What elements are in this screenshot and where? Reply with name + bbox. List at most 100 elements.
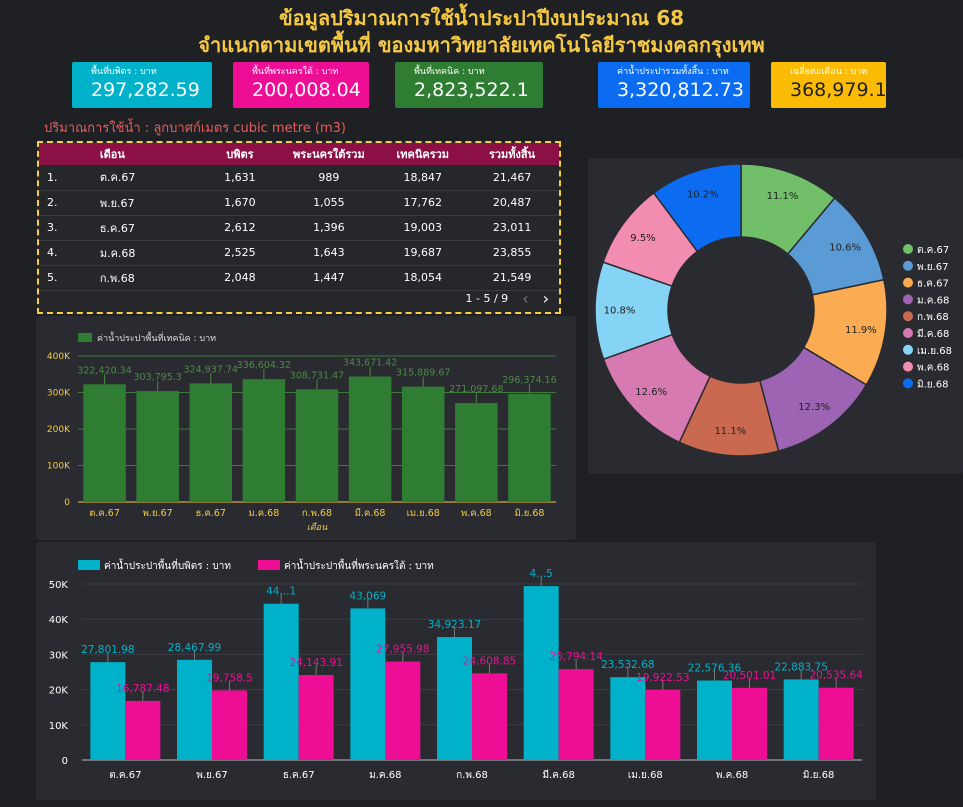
table-cell: 23,011: [492, 221, 532, 234]
table-cell: 17,762: [403, 196, 443, 209]
x-tick-label: ธ.ค.67: [196, 508, 226, 519]
legend-label: ม.ค.68: [917, 295, 949, 306]
table-row[interactable]: 1. ต.ค.67 1,631 989 18,847 21,467: [39, 165, 559, 190]
bar[interactable]: [523, 586, 559, 760]
bar[interactable]: [732, 687, 767, 760]
data-label: 336,604.32: [237, 360, 291, 371]
data-label: 4...5: [529, 568, 552, 580]
bar[interactable]: [348, 376, 392, 502]
table-header-technic[interactable]: เทคนิครวม: [396, 148, 450, 161]
table-cell: 1,447: [313, 271, 345, 284]
data-label: 25,794.14: [549, 651, 603, 663]
table-cell: 1,631: [224, 170, 256, 184]
y-tick-label: 100K: [47, 462, 71, 472]
y-tick-label: 20K: [49, 686, 69, 697]
data-label: 20,535.64: [809, 670, 863, 682]
y-tick-label: 0: [64, 498, 70, 508]
bar[interactable]: [783, 679, 819, 760]
x-tick-label: เม.ย.68: [407, 508, 440, 519]
bar[interactable]: [437, 637, 472, 760]
data-label: 343,671.42: [343, 358, 397, 369]
table-header-total[interactable]: รวมทั้งสิ้น: [488, 148, 536, 161]
data-label: 324,937.74: [184, 364, 238, 375]
x-axis-title: เดือน: [307, 522, 328, 533]
bar[interactable]: [177, 659, 212, 760]
bar[interactable]: [263, 603, 299, 760]
data-label: 27,955.98: [376, 644, 429, 656]
table-cell: 1.: [47, 170, 58, 184]
table-pagination: 1 - 5 / 9 ‹ ›: [466, 289, 549, 308]
bar[interactable]: [83, 384, 126, 502]
legend-label: พ.ค.68: [917, 363, 949, 374]
data-label: 24,143.91: [289, 657, 342, 669]
x-tick-label: เม.ย.68: [628, 770, 663, 781]
bar[interactable]: [558, 669, 594, 760]
kpi-value: 2,823,522.1: [414, 79, 529, 101]
data-label: 43,069: [349, 590, 386, 602]
bar[interactable]: [472, 673, 507, 760]
table-cell: 23,855: [492, 246, 532, 259]
bar[interactable]: [385, 661, 421, 760]
legend-label: ค่าน้ำประปาพื้นที่บพิตร : บาท: [104, 558, 231, 572]
slice-label: 10.8%: [604, 306, 636, 317]
table-cell: 21,467: [492, 170, 532, 184]
data-label: 16,787.48: [116, 683, 169, 695]
x-tick-label: มี.ค.68: [542, 769, 574, 781]
kpi-label: เฉลี่ยต่อเดือน : บาท: [790, 67, 868, 77]
bar[interactable]: [401, 386, 445, 502]
table-row[interactable]: 2. พ.ย.67 1,670 1,055 17,762 20,487: [39, 190, 559, 215]
bar[interactable]: [610, 677, 646, 760]
bar[interactable]: [242, 379, 286, 502]
slice-label: 10.6%: [829, 242, 861, 253]
table-row[interactable]: 4. ม.ค.68 2,525 1,643 19,687 23,855: [39, 240, 559, 265]
bar[interactable]: [508, 393, 551, 502]
area-compare-bar-chart: ค่าน้ำประปาพื้นที่บพิตร : บาท ค่าน้ำประปา…: [49, 558, 863, 781]
bar[interactable]: [818, 687, 854, 760]
bar[interactable]: [350, 608, 386, 760]
table-header-bophit[interactable]: บพิตร: [226, 148, 254, 161]
table-header-month[interactable]: เดือน: [99, 148, 125, 161]
data-label: 44,..1: [266, 586, 296, 598]
data-label: 28,467.99: [168, 642, 221, 654]
unit-caption: ปริมาณการใช้น้ำ : ลูกบาศก์เมตร cubic met…: [44, 121, 346, 136]
legend-marker: [903, 277, 913, 288]
kpi-label: พื้นที่บพิตร : บาท: [91, 67, 157, 77]
bar[interactable]: [298, 675, 334, 760]
next-page-icon[interactable]: ›: [542, 289, 549, 308]
table-cell: 2,525: [224, 246, 256, 259]
bar[interactable]: [697, 680, 732, 760]
legend-label: ค่าน้ำประปาพื้นที่เทคนิค : บาท: [97, 331, 216, 344]
bar[interactable]: [295, 389, 339, 502]
legend-marker: [903, 361, 913, 372]
table-row[interactable]: 3. ธ.ค.67 2,612 1,396 19,003 23,011: [39, 215, 559, 240]
bar[interactable]: [136, 391, 179, 502]
x-tick-label: มิ.ย.68: [514, 508, 544, 519]
legend-marker: [903, 344, 913, 355]
prev-page-icon[interactable]: ‹: [522, 289, 529, 308]
table-cell: ต.ค.67: [99, 171, 136, 185]
bar[interactable]: [90, 662, 126, 760]
table-cell: พ.ย.67: [99, 196, 135, 210]
kpi-label: ค่าน้ำประปารวมทั้งสิ้น : บาท: [617, 67, 729, 77]
bar[interactable]: [212, 690, 247, 760]
data-label: 19,922.53: [636, 672, 689, 684]
pagination-text: 1 - 5 / 9: [465, 292, 509, 305]
table-cell: 21,549: [492, 271, 532, 284]
table-cell: 20,487: [492, 196, 532, 209]
bar[interactable]: [645, 689, 681, 760]
table-cell: 2,612: [224, 221, 256, 234]
pie-slice[interactable]: [652, 163, 742, 253]
y-tick-label: 50K: [49, 580, 69, 591]
table-row[interactable]: 5. ก.พ.68 2,048 1,447 18,054 21,549: [39, 265, 559, 290]
slice-label: 11.1%: [767, 191, 799, 202]
x-tick-label: พ.ย.67: [143, 508, 173, 519]
x-tick-label: ม.ค.68: [249, 508, 280, 519]
x-tick-label: ก.พ.68: [456, 770, 488, 781]
table-header-phranakhon[interactable]: พระนครใต้รวม: [293, 148, 365, 161]
bar[interactable]: [125, 700, 161, 760]
x-tick-label: พ.ย.67: [196, 770, 228, 781]
legend-label: มิ.ย.68: [917, 379, 949, 390]
bar[interactable]: [189, 383, 233, 502]
data-label: 271,097.68: [449, 384, 503, 395]
bar[interactable]: [455, 403, 498, 502]
